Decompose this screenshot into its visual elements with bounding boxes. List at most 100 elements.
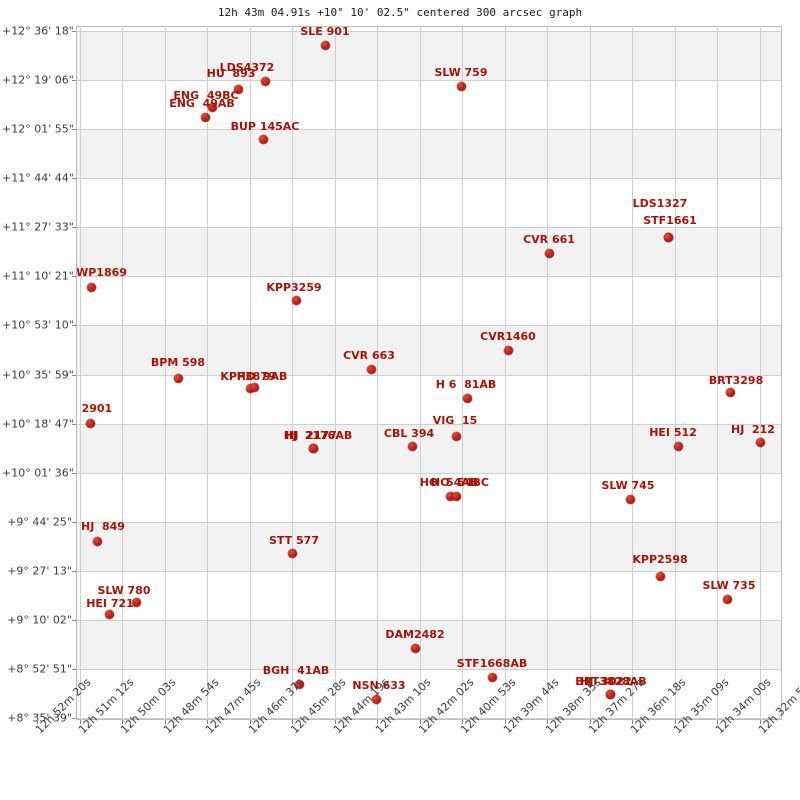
star-label: J 2901 (81, 402, 113, 415)
star-label: STF1661 (643, 214, 697, 227)
plot-area[interactable]: SLE 901 LDS4372 HU 893 SLW 759 ENG 49BC ENG 4… (76, 26, 782, 720)
star-marker[interactable] (487, 672, 497, 682)
star-marker[interactable] (445, 491, 455, 501)
gridline-horizontal (76, 325, 782, 326)
gridline-vertical (122, 26, 123, 720)
gridline-horizontal (76, 473, 782, 474)
gridline-horizontal (76, 424, 782, 425)
y-axis-tick-mark (72, 80, 76, 81)
star-marker[interactable] (200, 112, 210, 122)
gridline-vertical (632, 26, 633, 720)
star-marker[interactable] (722, 594, 732, 604)
star-marker[interactable] (131, 597, 141, 607)
star-marker[interactable] (371, 694, 381, 704)
y-axis-tick-mark (72, 620, 76, 621)
y-axis-tick-mark (72, 424, 76, 425)
x-axis-tick-mark (760, 720, 761, 724)
star-label: NSN 633 (352, 679, 406, 692)
star-label: CVR 661 (523, 233, 575, 246)
y-axis-tick-mark (72, 178, 76, 179)
y-axis-tick-mark (72, 31, 76, 32)
y-axis-tick-label: +10° 53' 10" (2, 318, 74, 332)
star-marker[interactable] (462, 393, 472, 403)
y-axis-tick-mark (72, 669, 76, 670)
star-marker[interactable] (725, 387, 735, 397)
star-marker[interactable] (407, 441, 417, 451)
x-axis-tick-mark (37, 720, 38, 724)
star-marker[interactable] (410, 643, 420, 653)
star-marker[interactable] (207, 102, 217, 112)
star-marker[interactable] (663, 232, 673, 242)
gridline-vertical (420, 26, 421, 720)
star-marker[interactable] (92, 536, 102, 546)
star-label: HO 54AB (419, 476, 479, 489)
star-marker[interactable] (85, 418, 95, 428)
star-label: BUP 145AC (230, 120, 300, 133)
star-marker[interactable] (755, 437, 765, 447)
star-label: DAM2482 (385, 628, 445, 641)
x-axis-tick-mark (462, 720, 463, 724)
star-marker[interactable] (605, 689, 615, 699)
star-marker[interactable] (544, 248, 554, 258)
gridline-horizontal (76, 178, 782, 179)
y-axis-tick-mark (72, 129, 76, 130)
gridline-horizontal (76, 718, 782, 719)
star-marker[interactable] (86, 282, 96, 292)
x-axis-tick-mark (590, 720, 591, 724)
gridline-horizontal (76, 375, 782, 376)
star-label: ENG 49BC (173, 89, 239, 102)
star-label: BRT3828AB (575, 675, 647, 688)
star-marker[interactable] (260, 76, 270, 86)
star-marker[interactable] (294, 679, 304, 689)
star-marker[interactable] (287, 548, 297, 558)
star-marker[interactable] (456, 81, 466, 91)
star-label: BPM 598 (150, 356, 206, 369)
star-marker[interactable] (291, 295, 301, 305)
gridline-vertical (250, 26, 251, 720)
background-band (76, 424, 782, 473)
star-marker[interactable] (233, 84, 243, 94)
y-axis-tick-label: +9° 44' 25" (7, 515, 72, 529)
y-axis-tick-label: +12° 36' 18" (2, 24, 74, 38)
star-marker[interactable] (503, 345, 513, 355)
x-axis-tick-mark (335, 720, 336, 724)
star-marker[interactable] (104, 609, 114, 619)
star-label: HJ 212 (731, 423, 775, 436)
x-axis-tick-mark (122, 720, 123, 724)
y-axis-tick-mark (72, 571, 76, 572)
gridline-vertical (80, 26, 81, 720)
star-label: STF1668AB (456, 657, 528, 670)
gridline-horizontal (76, 571, 782, 572)
x-axis-tick-mark (292, 720, 293, 724)
star-marker[interactable] (308, 443, 318, 453)
star-marker[interactable] (655, 571, 665, 581)
star-label: SLW 759 (434, 66, 488, 79)
gridline-vertical (760, 26, 761, 720)
star-marker[interactable] (320, 40, 330, 50)
star-label: STT 577 (269, 534, 319, 547)
y-axis-tick-label: +10° 18' 47" (2, 417, 74, 431)
star-label: BGH 41AB (262, 664, 330, 677)
y-axis-tick-label: +12° 19' 06" (2, 73, 74, 87)
star-label: SLE 901 (300, 26, 350, 38)
gridline-vertical (462, 26, 463, 720)
star-marker[interactable] (625, 494, 635, 504)
x-axis-tick-mark (717, 720, 718, 724)
y-axis-tick-label: +11° 27' 33" (2, 220, 74, 234)
x-axis-tick-mark (80, 720, 81, 724)
star-marker[interactable] (258, 134, 268, 144)
y-axis-tick-label: +10° 01' 36" (2, 466, 74, 480)
star-marker[interactable] (673, 441, 683, 451)
gridline-vertical (717, 26, 718, 720)
star-marker[interactable] (173, 373, 183, 383)
y-axis-tick-label: +11° 10' 21" (2, 269, 74, 283)
y-axis-tick-label: +8° 52' 51" (7, 662, 72, 676)
star-marker[interactable] (451, 431, 461, 441)
star-marker[interactable] (249, 382, 259, 392)
star-label: LDS4372 (219, 61, 275, 74)
star-marker[interactable] (451, 491, 461, 501)
star-marker[interactable] (366, 364, 376, 374)
gridline-vertical (207, 26, 208, 720)
gridline-horizontal (76, 31, 782, 32)
